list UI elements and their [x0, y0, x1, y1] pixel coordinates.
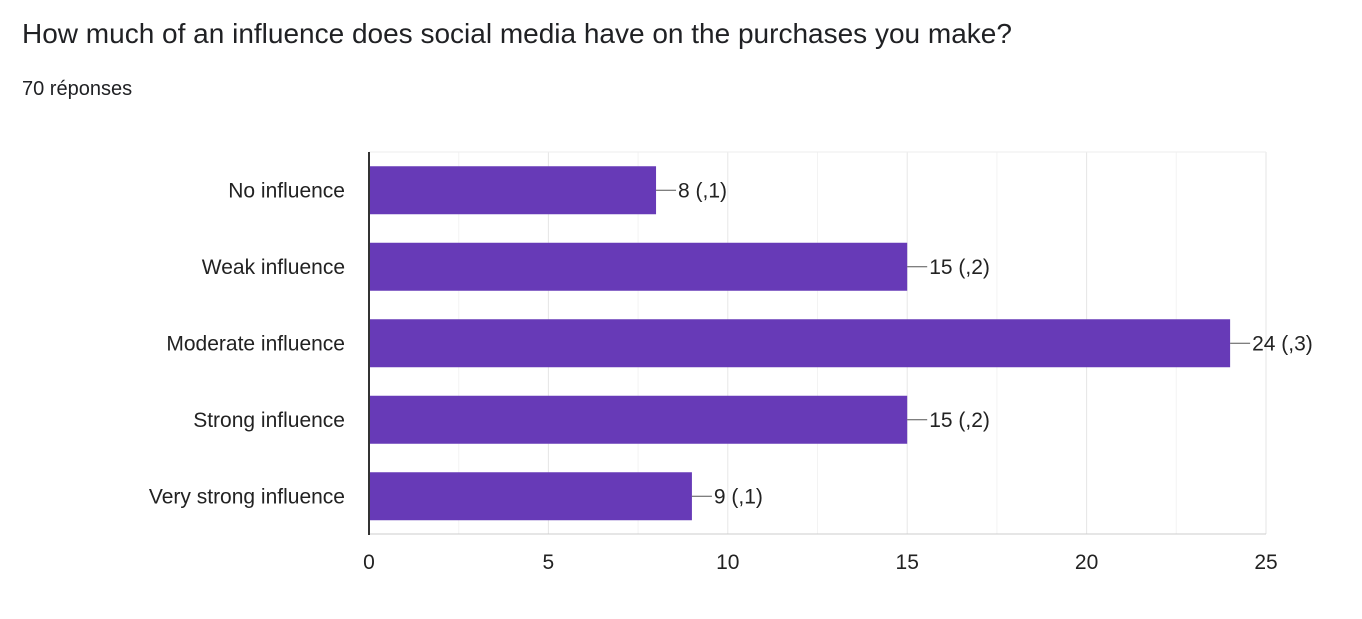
- data-label: 8 (,1): [678, 179, 727, 202]
- bar: [369, 472, 692, 521]
- data-label: 24 (,3): [1252, 332, 1313, 355]
- data-label: 15 (,2): [929, 409, 990, 432]
- data-label: 9 (,1): [714, 485, 763, 508]
- category-label: No influence: [228, 179, 345, 202]
- bar: [369, 242, 908, 291]
- x-tick-label: 25: [1254, 551, 1277, 574]
- x-tick-label: 20: [1075, 551, 1098, 574]
- data-label: 15 (,2): [929, 256, 990, 279]
- response-count: 70 réponses: [22, 78, 133, 100]
- x-tick-label: 10: [716, 551, 739, 574]
- category-label: Moderate influence: [166, 332, 345, 355]
- bar: [369, 166, 657, 215]
- category-label: Strong influence: [193, 409, 345, 432]
- question-title: How much of an influence does social med…: [22, 18, 1012, 49]
- x-tick-label: 5: [543, 551, 555, 574]
- x-tick-label: 15: [896, 551, 919, 574]
- bar: [369, 395, 908, 444]
- bar: [369, 319, 1231, 368]
- x-tick-label: 0: [363, 551, 375, 574]
- category-label: Very strong influence: [149, 485, 345, 508]
- category-label: Weak influence: [202, 256, 345, 279]
